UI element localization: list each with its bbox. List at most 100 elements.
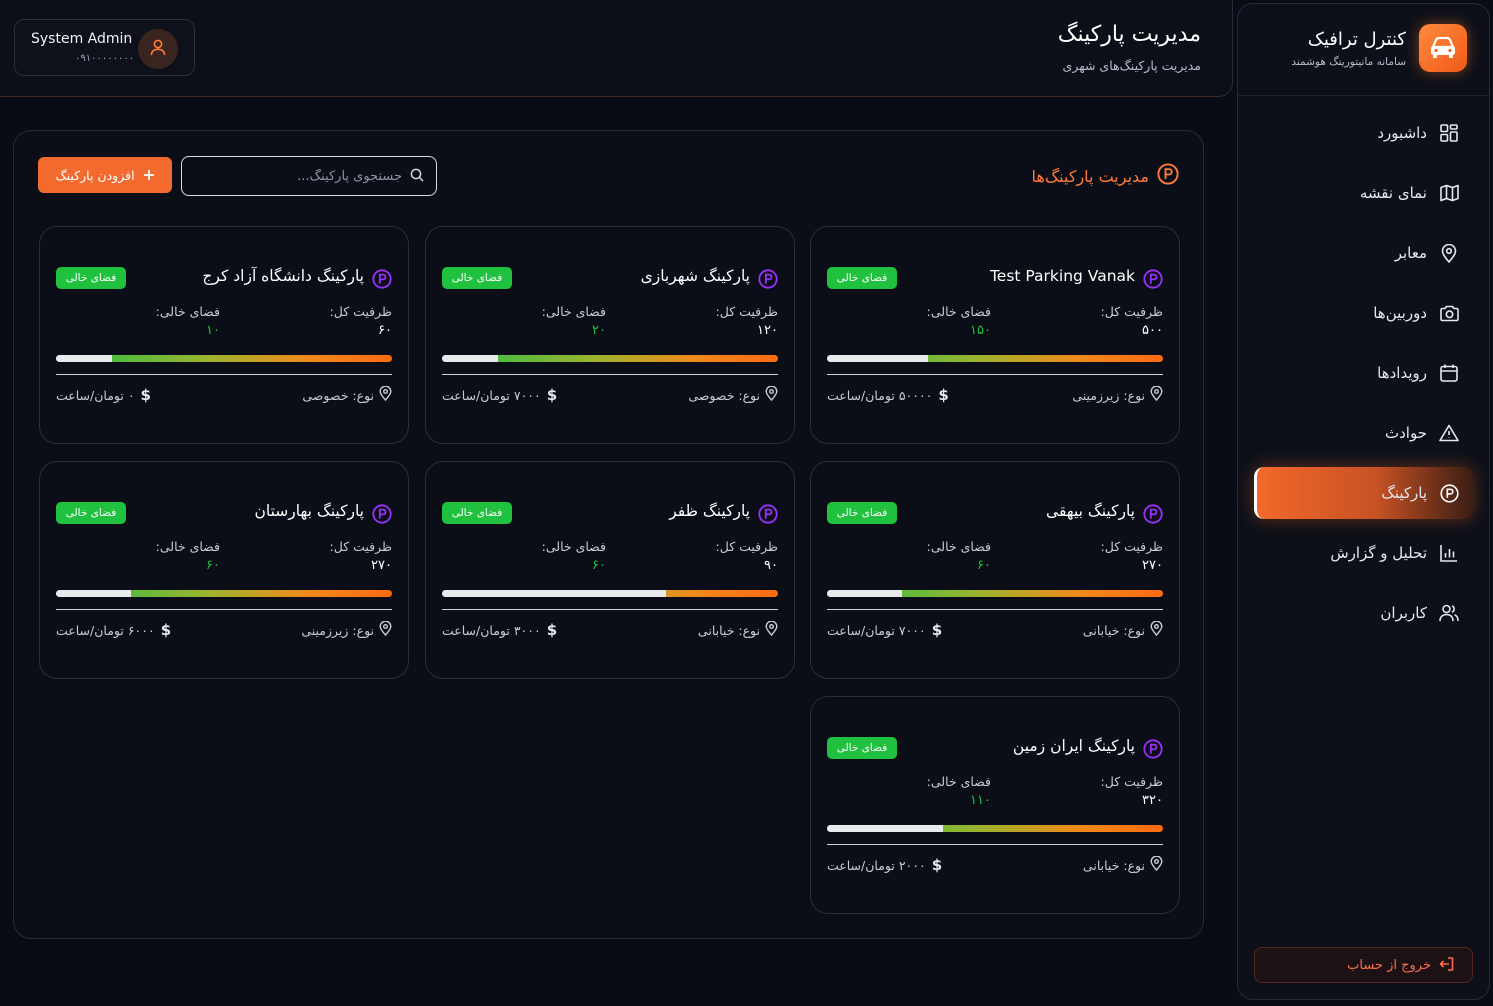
- parking-price: $ ۳۰۰۰ تومان/ساعت: [442, 621, 557, 639]
- parking-name: پارکینگ دانشگاه آزاد کرج: [202, 267, 364, 285]
- total-capacity-label: ظرفیت کل:: [329, 539, 392, 554]
- occupancy-bar: [827, 355, 1163, 362]
- parking-card[interactable]: پارکینگ بهارستان فضای خالی ظرفیت کل: ۲۷۰…: [39, 461, 409, 679]
- status-badge: فضای خالی: [827, 502, 897, 524]
- location-pin-icon: [1439, 243, 1459, 263]
- free-space-value: ۲۰: [592, 323, 606, 338]
- divider: [442, 609, 778, 610]
- parking-name: پارکینگ ظفر: [669, 502, 750, 520]
- dollar-icon: $: [931, 856, 943, 874]
- free-space-label: فضای خالی:: [541, 304, 606, 319]
- dollar-icon: $: [546, 386, 558, 404]
- parking-icon: [758, 269, 778, 293]
- warning-icon: [1439, 423, 1459, 443]
- divider: [56, 609, 392, 610]
- total-capacity-value: ۵۰۰: [1142, 323, 1163, 338]
- sidebar: کنترل ترافیک سامانه مانیتورینگ هوشمند دا…: [1237, 3, 1490, 1000]
- add-parking-button[interactable]: افزودن پارکینگ: [38, 157, 172, 193]
- user-phone: ۰۹۱۰۰۰۰۰۰۰۰: [75, 53, 135, 64]
- sidebar-item-incidents[interactable]: حوادث: [1254, 407, 1473, 459]
- occupancy-used: [56, 590, 131, 597]
- page-subtitle: مدیریت پارکینگ‌های شهری: [1062, 58, 1201, 73]
- user-icon: [150, 39, 166, 60]
- sidebar-item-cameras[interactable]: دوربین‌ها: [1254, 287, 1473, 339]
- parking-icon: [1143, 269, 1163, 293]
- free-space-value: ۶۰: [977, 558, 991, 573]
- sidebar-item-roads[interactable]: معابر: [1254, 227, 1473, 279]
- occupancy-bar: [827, 590, 1163, 597]
- sidebar-item-analytics[interactable]: تحلیل و گزارش: [1254, 527, 1473, 579]
- status-badge: فضای خالی: [56, 502, 126, 524]
- parking-name: پارکینگ ایران زمین: [1012, 737, 1135, 755]
- sidebar-item-dashboard[interactable]: داشبورد: [1254, 107, 1473, 159]
- dollar-icon: $: [938, 386, 949, 404]
- parking-type: نوع: زیرزمینی: [301, 620, 392, 640]
- sidebar-item-label: حوادث: [1385, 424, 1427, 442]
- parking-type-text: نوع: خصوصی: [302, 388, 374, 403]
- parking-card[interactable]: پارکینگ شهربازی فضای خالی ظرفیت کل: ۱۲۰ …: [425, 226, 795, 444]
- parking-type: نوع: خصوصی: [302, 385, 392, 405]
- free-space-value: ۱۰: [206, 323, 220, 338]
- parking-price-text: ۵۰۰۰۰ تومان/ساعت: [827, 387, 933, 403]
- section-header: مدیریت پارکینگ‌ها: [1032, 163, 1179, 189]
- location-pin-icon: [1150, 620, 1163, 640]
- total-capacity-label: ظرفیت کل:: [1100, 774, 1163, 789]
- parking-icon: [1143, 504, 1163, 528]
- user-profile[interactable]: System Admin ۰۹۱۰۰۰۰۰۰۰۰: [14, 19, 195, 76]
- parking-price-text: ۲۰۰۰ تومان/ساعت: [827, 857, 926, 873]
- sidebar-item-map-view[interactable]: نمای نقشه: [1254, 167, 1473, 219]
- logout-button[interactable]: خروج از حساب: [1254, 947, 1473, 983]
- parking-card[interactable]: پارکینگ ظفر فضای خالی ظرفیت کل: ۹۰ فضای …: [425, 461, 795, 679]
- occupancy-bar: [56, 590, 392, 597]
- parking-icon: [1439, 483, 1459, 503]
- sidebar-item-parking[interactable]: پارکینگ: [1254, 467, 1473, 519]
- section-title: مدیریت پارکینگ‌ها: [1031, 166, 1149, 186]
- parking-price-text: ۶۰۰۰ تومان/ساعت: [56, 622, 155, 638]
- parking-card[interactable]: پارکینگ ایران زمین فضای خالی ظرفیت کل: ۳…: [810, 696, 1180, 914]
- parking-icon: [1143, 739, 1163, 763]
- free-space-label: فضای خالی:: [155, 304, 220, 319]
- logout-label: خروج از حساب: [1347, 957, 1431, 973]
- parking-type-text: نوع: خصوصی: [688, 388, 760, 403]
- users-icon: [1439, 603, 1459, 623]
- parking-card[interactable]: Test Parking Vanak فضای خالی ظرفیت کل: ۵…: [810, 226, 1180, 444]
- parking-type: نوع: خصوصی: [688, 385, 778, 405]
- dollar-icon: $: [140, 386, 151, 404]
- total-capacity-label: ظرفیت کل:: [715, 539, 778, 554]
- parking-name: Test Parking Vanak: [989, 267, 1135, 285]
- divider: [827, 609, 1163, 610]
- parking-type-text: نوع: خیابانی: [697, 623, 760, 638]
- free-space-value: ۱۵۰: [970, 323, 991, 338]
- total-capacity-value: ۱۲۰: [757, 323, 778, 338]
- free-space-label: فضای خالی:: [541, 539, 606, 554]
- location-pin-icon: [379, 620, 392, 640]
- parking-type: نوع: خیابانی: [697, 620, 778, 640]
- location-pin-icon: [1150, 855, 1163, 875]
- free-space-label: فضای خالی:: [155, 539, 220, 554]
- parking-price-text: ۷۰۰۰ تومان/ساعت: [827, 622, 926, 638]
- total-capacity-value: ۲۷۰: [1142, 558, 1163, 573]
- free-space-label: فضای خالی:: [926, 539, 991, 554]
- map-icon: [1439, 183, 1459, 203]
- brand-header: کنترل ترافیک سامانه مانیتورینگ هوشمند: [1238, 4, 1489, 96]
- total-capacity-value: ۳۲۰: [1142, 793, 1163, 808]
- page-title: مدیریت پارکینگ: [1057, 22, 1201, 47]
- parking-card[interactable]: پارکینگ بیهقی فضای خالی ظرفیت کل: ۲۷۰ فض…: [810, 461, 1180, 679]
- sidebar-item-events[interactable]: رویدادها: [1254, 347, 1473, 399]
- parking-type-text: نوع: زیرزمینی: [301, 623, 374, 638]
- free-space-value: ۱۱۰: [970, 793, 991, 808]
- total-capacity-value: ۶۰: [378, 323, 392, 338]
- parking-management-panel: مدیریت پارکینگ‌ها افزودن پارکینگ Test Pa…: [13, 130, 1204, 939]
- parking-card[interactable]: پارکینگ دانشگاه آزاد کرج فضای خالی ظرفیت…: [39, 226, 409, 444]
- calendar-icon: [1439, 363, 1459, 383]
- parking-name: پارکینگ شهربازی: [640, 267, 750, 285]
- status-badge: فضای خالی: [827, 737, 897, 759]
- camera-icon: [1439, 303, 1459, 323]
- sidebar-item-users[interactable]: کاربران: [1254, 587, 1473, 639]
- total-capacity-label: ظرفیت کل:: [1100, 539, 1163, 554]
- search-input[interactable]: [192, 168, 402, 184]
- parking-price: $ ۷۰۰۰ تومان/ساعت: [827, 621, 942, 639]
- location-pin-icon: [765, 385, 778, 405]
- parking-price: $ ۷۰۰۰ تومان/ساعت: [442, 386, 557, 404]
- total-capacity-value: ۹۰: [764, 558, 778, 573]
